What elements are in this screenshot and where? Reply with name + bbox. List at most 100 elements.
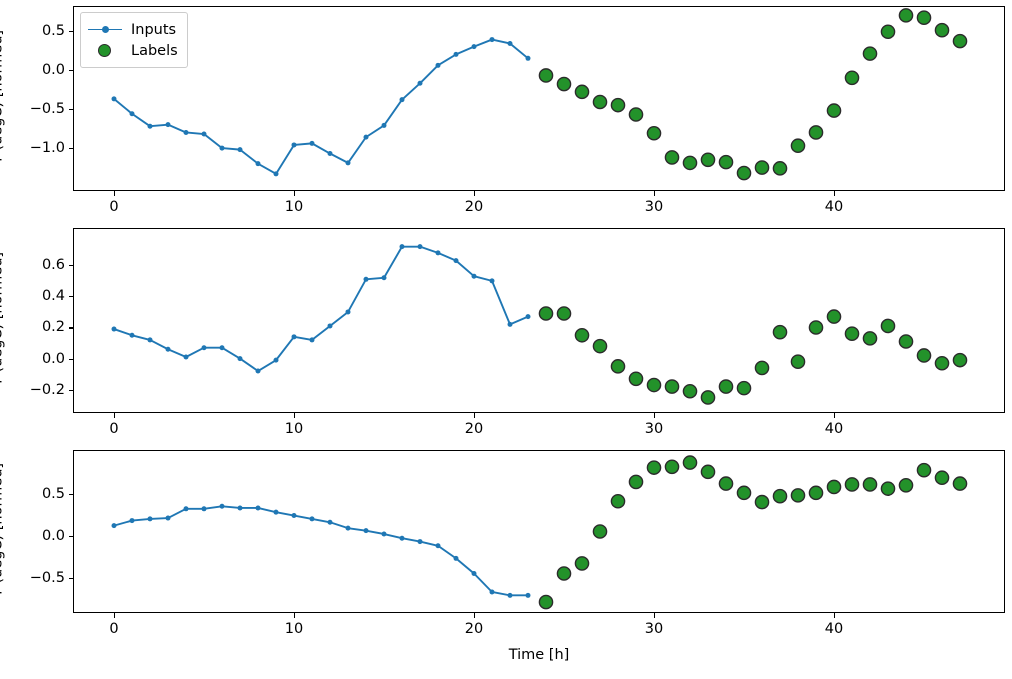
inputs-point bbox=[507, 40, 513, 46]
y-tick-mark bbox=[68, 577, 73, 579]
y-tick-mark bbox=[68, 30, 73, 33]
chart-panel-2 bbox=[73, 228, 1005, 413]
labels-point bbox=[844, 477, 860, 492]
inputs-point bbox=[183, 506, 189, 512]
x-tick-mark bbox=[474, 191, 476, 196]
legend-item: Labels bbox=[88, 40, 178, 61]
labels-point bbox=[592, 338, 608, 354]
labels-point bbox=[844, 70, 860, 86]
series-group bbox=[111, 455, 968, 610]
labels-point bbox=[592, 94, 608, 110]
labels-point bbox=[790, 488, 806, 503]
y-tick-mark bbox=[68, 535, 73, 537]
x-tick-mark bbox=[294, 191, 296, 196]
labels-point bbox=[700, 152, 716, 168]
inputs-point bbox=[417, 80, 423, 86]
inputs-point bbox=[291, 334, 297, 340]
x-tick-mark bbox=[114, 191, 116, 196]
plot-area bbox=[111, 8, 968, 181]
x-tick-label: 40 bbox=[824, 199, 844, 215]
x-tick-label: 10 bbox=[284, 421, 304, 437]
y-axis-label: T (degC) [normed] bbox=[0, 462, 5, 596]
inputs-point bbox=[363, 134, 369, 140]
inputs-point bbox=[237, 356, 243, 362]
legend-marker-swatch-icon bbox=[88, 44, 122, 58]
inputs-point bbox=[255, 368, 261, 374]
x-tick-label: 20 bbox=[464, 199, 484, 215]
labels-point bbox=[880, 318, 896, 334]
x-tick-label: 10 bbox=[284, 199, 304, 215]
inputs-point bbox=[201, 345, 207, 351]
inputs-point bbox=[165, 515, 171, 521]
x-tick-mark bbox=[834, 613, 836, 618]
inputs-point bbox=[363, 528, 369, 534]
labels-point bbox=[718, 154, 734, 170]
labels-point bbox=[538, 594, 554, 610]
x-tick-label: 20 bbox=[464, 621, 484, 637]
inputs-point bbox=[147, 123, 153, 129]
inputs-point bbox=[489, 589, 495, 595]
inputs-point bbox=[345, 160, 351, 166]
inputs-point bbox=[399, 535, 405, 541]
inputs-point bbox=[327, 323, 333, 329]
inputs-point bbox=[237, 505, 243, 511]
inputs-point bbox=[165, 346, 171, 352]
x-axis-label: Time [h] bbox=[508, 647, 570, 663]
inputs-point bbox=[273, 171, 279, 177]
labels-point bbox=[808, 485, 824, 501]
labels-point bbox=[880, 481, 896, 496]
plot-area bbox=[111, 455, 968, 610]
y-tick-label: 0.5 bbox=[41, 485, 65, 502]
labels-point bbox=[736, 485, 752, 501]
labels-point bbox=[664, 150, 680, 165]
inputs-point bbox=[381, 122, 387, 128]
labels-point bbox=[556, 566, 572, 581]
y-tick-mark bbox=[68, 70, 73, 72]
chart-panel-1 bbox=[73, 6, 1005, 191]
y-tick-mark bbox=[68, 296, 73, 298]
labels-point bbox=[700, 464, 716, 480]
inputs-point bbox=[309, 516, 315, 522]
labels-point bbox=[628, 107, 644, 122]
y-tick-label: 0.5 bbox=[41, 22, 65, 39]
inputs-point bbox=[111, 523, 117, 529]
y-tick-label: −0.5 bbox=[29, 569, 65, 586]
labels-point bbox=[610, 359, 626, 374]
inputs-point bbox=[381, 275, 387, 281]
labels-point bbox=[898, 477, 914, 493]
x-tick-label: 0 bbox=[109, 621, 119, 637]
labels-point bbox=[808, 320, 824, 335]
y-tick-mark bbox=[68, 493, 73, 495]
labels-point bbox=[574, 84, 590, 100]
series-group bbox=[111, 8, 968, 181]
chart-panel-3 bbox=[73, 450, 1005, 613]
x-tick-mark bbox=[654, 413, 656, 418]
inputs-point bbox=[129, 518, 135, 524]
labels-point bbox=[718, 476, 734, 491]
y-tick-label: 0.0 bbox=[41, 350, 65, 367]
labels-point bbox=[556, 306, 572, 321]
inputs-point bbox=[471, 571, 477, 577]
inputs-point bbox=[201, 506, 207, 512]
inputs-point bbox=[111, 96, 117, 102]
inputs-point bbox=[435, 543, 441, 549]
labels-point bbox=[826, 103, 842, 118]
labels-point bbox=[916, 462, 932, 478]
x-tick-mark bbox=[654, 191, 656, 196]
x-tick-mark bbox=[294, 413, 296, 418]
inputs-point bbox=[381, 531, 387, 537]
x-tick-mark bbox=[834, 191, 836, 196]
labels-point bbox=[574, 556, 590, 571]
labels-point bbox=[808, 125, 824, 140]
inputs-line bbox=[113, 38, 529, 175]
inputs-point bbox=[327, 519, 333, 525]
labels-point bbox=[700, 390, 716, 405]
labels-point bbox=[862, 477, 878, 492]
inputs-point bbox=[417, 539, 423, 545]
x-tick-mark bbox=[114, 413, 116, 418]
legend-line-dot-icon bbox=[102, 25, 109, 33]
inputs-point bbox=[147, 337, 153, 343]
labels-point bbox=[736, 165, 752, 181]
x-tick-label: 0 bbox=[109, 199, 119, 215]
